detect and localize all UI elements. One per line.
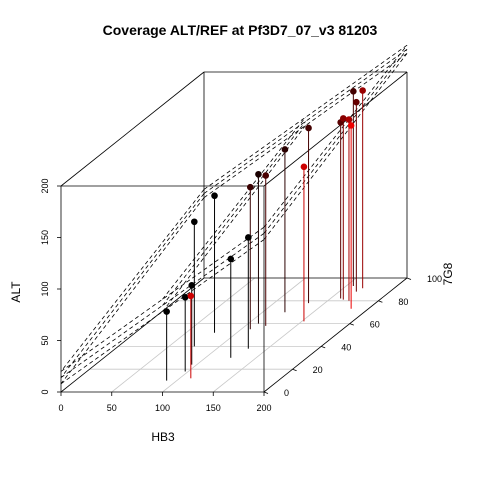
data-point <box>348 123 354 129</box>
z-tick-label: 0 <box>40 389 50 394</box>
data-point <box>282 147 288 153</box>
regression-planes <box>61 45 407 384</box>
box-edge <box>61 72 204 186</box>
box-edge <box>264 278 407 392</box>
x-tick-label: 100 <box>155 403 170 413</box>
box-edge <box>61 278 204 392</box>
y-tick-label: 0 <box>284 388 289 398</box>
y-tick-label: 20 <box>313 365 323 375</box>
y-tick-mark <box>264 392 268 394</box>
data-point <box>256 171 262 177</box>
data-point <box>354 99 360 105</box>
data-point <box>189 283 195 289</box>
y-tick-mark <box>321 346 325 348</box>
x-tick-label: 200 <box>256 403 271 413</box>
data-point <box>247 184 253 190</box>
data-point <box>246 235 252 241</box>
regression-plane-edge <box>264 49 407 233</box>
data-point <box>346 117 352 123</box>
z-tick-label: 150 <box>40 230 50 245</box>
data-point <box>164 309 170 315</box>
data-point <box>340 116 346 122</box>
z-tick-label: 200 <box>40 178 50 193</box>
box-edge <box>264 72 407 186</box>
x-tick-label: 0 <box>58 403 63 413</box>
regression-plane-edge <box>264 45 407 227</box>
x-tick-label: 150 <box>206 403 221 413</box>
regression-plane-edge <box>61 194 204 378</box>
x-axis-label: HB3 <box>151 430 175 444</box>
z-tick-label: 100 <box>40 281 50 296</box>
regression-plane-edge <box>61 198 204 384</box>
data-point <box>212 193 218 199</box>
data-point <box>182 295 188 301</box>
z-tick-label: 50 <box>40 335 50 345</box>
data-point <box>228 256 234 262</box>
y-tick-label: 80 <box>398 297 408 307</box>
z-axis-ticks: 0 50 100 150 200 <box>40 178 61 394</box>
data-point <box>360 88 366 94</box>
y-tick-label: 60 <box>370 320 380 330</box>
plot-box <box>61 72 407 392</box>
y-tick-mark <box>293 369 297 371</box>
data-point <box>192 219 198 225</box>
data-point <box>351 89 357 95</box>
y-tick-mark <box>378 301 382 303</box>
y-axis-ticks: 0 20 40 60 80 100 <box>264 274 442 398</box>
x-tick-label: 50 <box>107 403 117 413</box>
data-point <box>301 164 307 170</box>
chart-title: Coverage ALT/REF at Pf3D7_07_v3 81203 <box>103 22 378 38</box>
y-axis-label: 7G8 <box>441 262 455 285</box>
y-tick-label: 100 <box>427 274 442 284</box>
data-point <box>263 173 269 179</box>
regression-plane-edge <box>61 189 204 371</box>
y-tick-label: 40 <box>341 342 351 352</box>
regression-plane-gridline <box>163 126 306 312</box>
data-point <box>188 293 194 299</box>
y-tick-mark <box>407 278 411 280</box>
data-point <box>306 125 312 131</box>
z-axis-label: ALT <box>9 281 23 303</box>
x-axis-ticks: 0 50 100 150 200 <box>58 392 271 413</box>
regression-plane-gridline <box>163 117 306 299</box>
y-tick-mark <box>350 324 354 326</box>
